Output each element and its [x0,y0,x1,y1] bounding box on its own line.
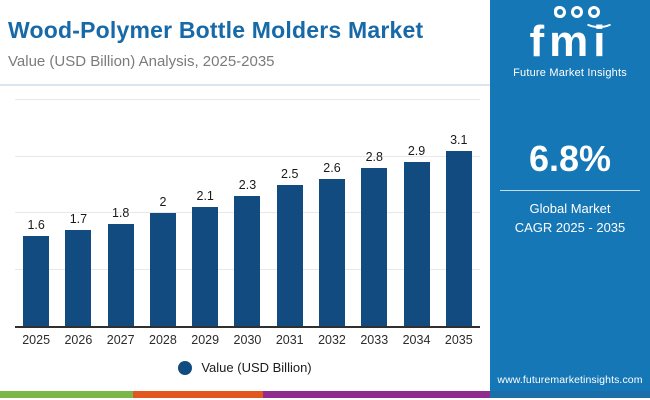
bar-value-label: 3.1 [450,133,468,147]
bar-chart-plot-area: 1.6 1.7 1.8 2 2.1 2.3 2.5 2.6 2.8 2.9 3.1 [15,98,480,328]
x-tick-label: 2029 [191,333,220,347]
bar-value-label: 2.1 [196,189,214,203]
map-icon [554,6,566,18]
x-tick-label: 2035 [444,333,473,347]
chart-header: Wood-Polymer Bottle Molders Market Value… [0,0,490,86]
x-axis-labels: 2025 2026 2027 2028 2029 2030 2031 2032 2033 2034… [15,333,480,347]
bar-value-label: 1.6 [27,218,45,232]
bar [445,151,472,326]
bar-column-2025: 1.6 [15,98,57,326]
x-tick-label: 2027 [106,333,135,347]
bar-column-2035: 3.1 [438,98,480,326]
bar [403,162,430,326]
x-tick-label: 2032 [318,333,346,347]
stripe-segment [490,391,650,398]
x-tick-label: 2025 [22,333,51,347]
legend-label: Value (USD Billion) [201,360,312,375]
bar [234,196,261,326]
cagr-label: Global Market CAGR 2025 - 2035 [490,200,650,238]
brand-sidebar: fmi Future Market Insights 6.8% Global M… [490,0,650,391]
chart-section: Wood-Polymer Bottle Molders Market Value… [0,0,490,375]
logo-subtext: Future Market Insights [513,67,627,79]
bar [192,207,219,326]
page-subtitle: Value (USD Billion) Analysis, 2025-2035 [8,53,275,70]
bar-value-label: 2 [159,195,167,209]
page-title: Wood-Polymer Bottle Molders Market [8,17,424,43]
bar-value-label: 1.7 [69,212,88,226]
cagr-label-line2: CAGR 2025 - 2035 [514,219,626,235]
cagr-block: 6.8% Global Market CAGR 2025 - 2035 [490,138,650,238]
bar-value-label: 2.8 [365,150,383,164]
bar-column-2026: 1.7 [57,98,99,326]
cagr-value: 6.8% [528,138,612,179]
fmi-logo: fmi Future Market Insights [490,0,650,79]
cagr-divider [500,190,640,191]
x-tick-label: 2031 [275,333,304,347]
x-tick-label: 2033 [360,333,389,347]
stripe-segment [0,391,133,398]
gridline [15,99,480,100]
x-tick-label: 2026 [64,333,93,347]
bar-value-label: 2.9 [407,144,426,158]
footer-color-stripe [0,391,650,398]
bar [361,168,388,326]
stripe-segment [133,391,263,398]
x-tick-label: 2028 [149,333,177,347]
bar-value-label: 2.3 [238,178,257,192]
bar [276,185,303,326]
bar-column-2033: 2.8 [353,98,395,326]
globe-icon [571,6,583,18]
x-tick-label: 2030 [233,333,262,347]
stripe-segment [263,391,490,398]
bar-value-label: 1.8 [111,206,130,220]
bar-column-2031: 2.5 [269,98,311,326]
bar-column-2032: 2.6 [311,98,353,326]
bar-column-2029: 2.1 [184,98,226,326]
bar-column-2028: 2 [142,98,184,326]
bar-column-2034: 2.9 [395,98,437,326]
x-tick-label: 2034 [402,333,431,347]
cagr-label-line1: Global Market [529,201,611,216]
bar [65,230,92,326]
bar-value-label: 2.5 [281,167,299,181]
gridline [15,155,480,157]
bar-value-label: 2.6 [323,161,341,175]
logo-swoosh-icon [584,14,614,28]
website-link[interactable]: www.futuremarketinsights.com [497,374,643,386]
bar-column-2030: 2.3 [226,98,268,326]
bars-row: 1.6 1.7 1.8 2 2.1 2.3 2.5 2.6 2.8 2.9 3.1 [15,98,480,326]
chart-legend: Value (USD Billion) [0,360,490,375]
bar [23,236,50,326]
legend-marker-icon [178,360,193,375]
bar [318,179,345,326]
bar-column-2027: 1.8 [100,98,142,326]
bar [107,224,134,326]
bar [149,213,176,326]
